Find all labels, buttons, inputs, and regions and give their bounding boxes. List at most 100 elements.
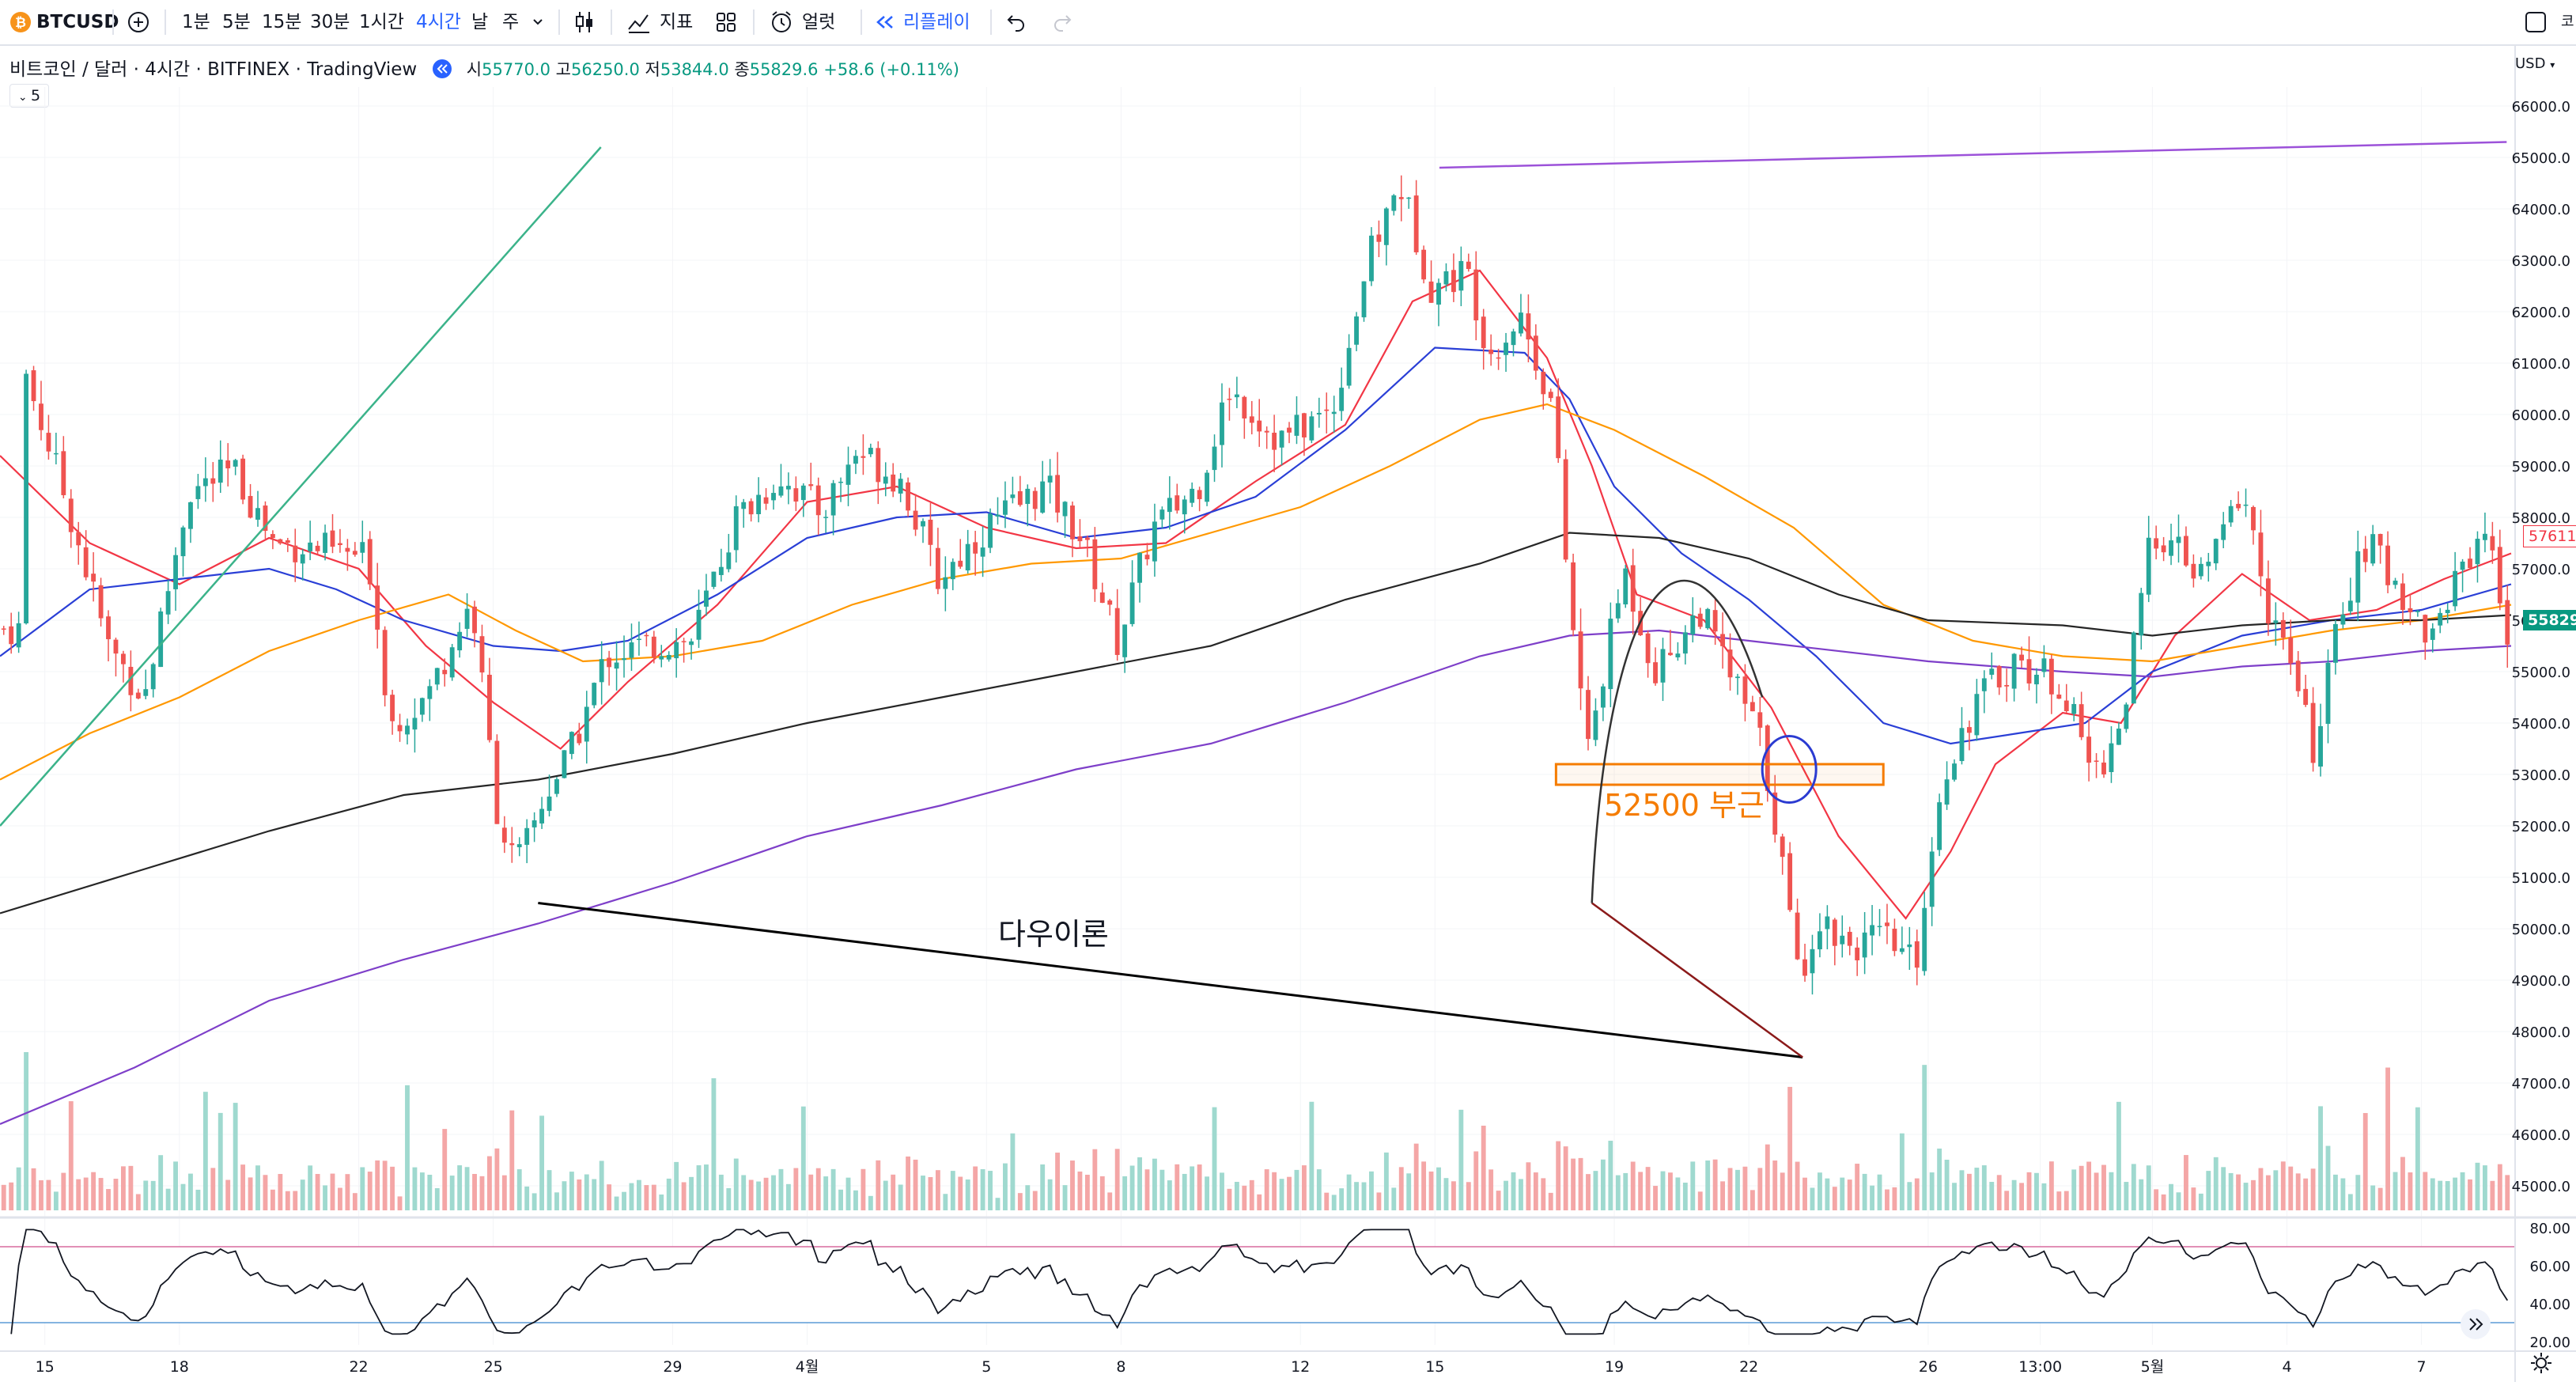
candle-body — [958, 560, 963, 567]
volume-bar — [1003, 1163, 1008, 1210]
alarm-clock-icon[interactable] — [769, 9, 794, 35]
candle-body — [815, 485, 821, 516]
volume-bar — [771, 1175, 776, 1210]
volume-bar — [1159, 1169, 1165, 1210]
price-chart[interactable]: 66000.0 65000.0 64000.0 63000.0 62000.0 61000… — [0, 46, 2576, 1382]
volume-bar — [487, 1156, 492, 1210]
volume-bar — [2497, 1164, 2502, 1210]
volume-bar — [1526, 1162, 1531, 1210]
price-tick-label: 62000.0 — [2512, 305, 2570, 321]
interval-1h[interactable]: 1시간 — [359, 12, 404, 32]
settings-gear-icon[interactable] — [2529, 1351, 2553, 1375]
candle-body — [622, 658, 626, 661]
candle-body — [1600, 686, 1606, 708]
interval-5m[interactable]: 5분 — [222, 12, 251, 32]
candle-body — [143, 689, 149, 696]
volume-bar — [2318, 1106, 2323, 1210]
redo-icon[interactable] — [1052, 13, 1072, 32]
collapse-legend-icon[interactable] — [432, 59, 452, 79]
interval-week[interactable]: 주 — [502, 12, 520, 32]
volume-bar — [1466, 1182, 1471, 1210]
time-tick-label: 15 — [1425, 1358, 1444, 1376]
indicators-button[interactable]: 지표 — [660, 12, 694, 32]
interval-1m[interactable]: 1분 — [182, 12, 210, 32]
chart-grid — [0, 87, 2515, 1345]
candle-body — [1907, 944, 1912, 948]
candle-body — [1272, 433, 1277, 450]
replay-rewind-icon[interactable] — [875, 14, 895, 30]
volume-bar — [1092, 1149, 1098, 1210]
candle-body — [1466, 261, 1471, 270]
volume-bar — [1937, 1148, 1942, 1210]
candle-body — [53, 452, 59, 455]
candle-body — [1369, 235, 1374, 282]
candle-body — [2094, 760, 2099, 763]
candle-body — [352, 551, 357, 555]
price-tick-label: 49000.0 — [2512, 973, 2570, 990]
candle-body — [1040, 481, 1046, 513]
time-axis: 15 18 22 25 29 4월 5 8 12 15 19 22 26 13:00 5월 4 7 — [36, 1358, 2427, 1376]
volume-bar — [2019, 1183, 2024, 1210]
indicators-collapse-badge[interactable]: ⌄ 5 — [9, 84, 49, 108]
candle-body — [180, 527, 186, 557]
candle-body — [921, 521, 925, 527]
alert-button[interactable]: 얼럿 — [802, 12, 836, 32]
volume-bar — [1630, 1161, 1636, 1210]
volume-bar — [1137, 1157, 1142, 1210]
volume-bar — [1989, 1182, 1995, 1210]
volume-bar — [390, 1166, 395, 1210]
volume-bar — [1870, 1185, 1875, 1210]
moving-average-line — [0, 629, 2512, 1126]
candle-body — [1190, 488, 1195, 503]
interval-4h[interactable]: 4시간 — [416, 12, 461, 32]
currency-label[interactable]: USD ▾ — [2515, 55, 2555, 72]
candles-chart-type-icon[interactable] — [574, 9, 595, 35]
candle-body — [2026, 659, 2032, 683]
volume-bar — [2347, 1194, 2353, 1210]
volume-bar — [785, 1183, 791, 1210]
interval-15m[interactable]: 15분 — [262, 12, 302, 32]
volume-bar — [830, 1168, 836, 1210]
candle-body — [2071, 703, 2077, 714]
volume-bar — [1862, 1173, 1867, 1210]
candle-body — [718, 566, 724, 575]
layouts-grid-icon[interactable] — [715, 11, 737, 33]
interval-30m[interactable]: 30분 — [310, 12, 350, 32]
candle-body — [2505, 600, 2510, 645]
candle-body — [120, 653, 126, 664]
candle-body — [2303, 688, 2309, 706]
candle-body — [1003, 500, 1008, 515]
candle-body — [2161, 545, 2166, 553]
volume-bar — [1331, 1195, 1337, 1210]
symbol-search-button[interactable]: BTCUSD — [36, 12, 119, 32]
candle-body — [2228, 505, 2234, 523]
fullscreen-icon[interactable] — [2523, 9, 2548, 35]
candle-body — [9, 626, 14, 645]
candle-body — [31, 370, 36, 402]
volume-bar — [1578, 1157, 1583, 1210]
indicators-icon[interactable] — [626, 10, 652, 34]
interval-day[interactable]: 날 — [471, 12, 489, 32]
volume-bar — [2071, 1169, 2077, 1210]
volume-bar — [1212, 1107, 1217, 1210]
candle-body — [1922, 907, 1927, 971]
volume-bar — [1369, 1171, 1374, 1210]
scroll-to-realtime-icon[interactable] — [2460, 1308, 2491, 1340]
chevron-down-icon[interactable] — [531, 16, 544, 28]
rsi-tick-label: 20.00 — [2529, 1335, 2570, 1351]
candle-body — [1720, 634, 1726, 646]
undo-icon[interactable] — [1006, 13, 1027, 32]
candle-body — [2019, 654, 2024, 661]
add-symbol-icon[interactable] — [127, 10, 150, 34]
candle-body — [1795, 912, 1800, 960]
candle-body — [1772, 792, 1778, 835]
volume-bar — [1070, 1161, 1075, 1210]
volume-bar — [763, 1177, 769, 1210]
price-tick-label: 64000.0 — [2512, 202, 2570, 218]
replay-button[interactable]: 리플레이 — [903, 12, 970, 32]
volume-bar — [1825, 1178, 1830, 1210]
candle-body — [1279, 430, 1284, 448]
volume-bar — [255, 1165, 260, 1210]
candle-body — [2213, 539, 2219, 564]
time-tick-label: 7 — [2417, 1358, 2427, 1376]
